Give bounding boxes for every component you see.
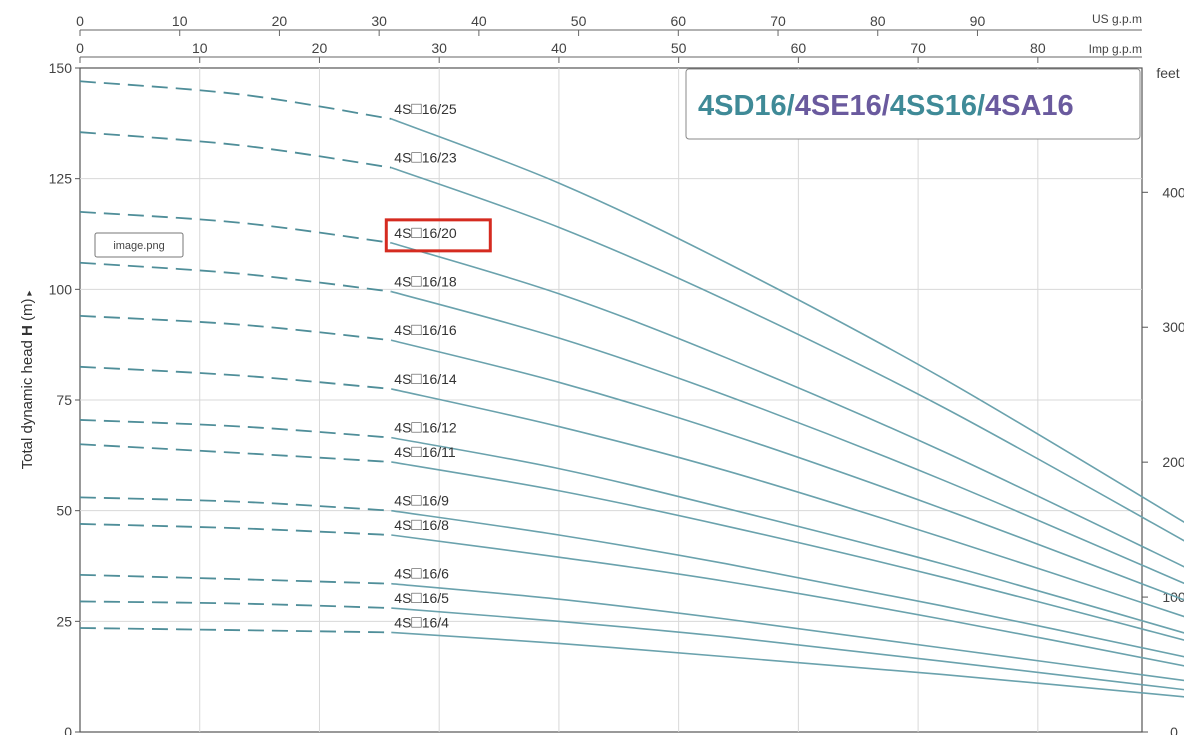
us-gpm-tick-label: 90 (970, 13, 986, 29)
us-gpm-tick-label: 50 (571, 13, 587, 29)
y-axis-title: Total dynamic head H (m) ▸ (19, 291, 36, 470)
feet-tick-label: 0 (1170, 724, 1178, 735)
feet-tick-label: 300 (1162, 319, 1184, 335)
series-label-16-6: 4S□16/6 (394, 564, 449, 583)
series-label-16-12: 4S□16/12 (394, 418, 457, 437)
series-label-16-25: 4S□16/25 (394, 99, 457, 118)
series-label-16-16: 4S□16/16 (394, 320, 457, 339)
y-tick-label: 50 (56, 503, 72, 519)
us-gpm-tick-label: 70 (770, 13, 786, 29)
image-label-text: image.png (113, 240, 164, 252)
imp-gpm-unit-label: Imp g.p.m (1089, 42, 1142, 56)
y-tick-label: 25 (56, 613, 72, 629)
imp-gpm-tick-label: 60 (791, 40, 807, 56)
us-gpm-tick-label: 60 (671, 13, 687, 29)
series-label-16-20: 4S□16/20 (394, 223, 457, 242)
series-label-16-4: 4S□16/4 (394, 612, 449, 631)
y-tick-label: 0 (64, 724, 72, 735)
us-gpm-tick-label: 80 (870, 13, 886, 29)
imp-gpm-tick-label: 80 (1030, 40, 1046, 56)
feet-tick-label: 200 (1162, 454, 1184, 470)
imp-gpm-tick-label: 50 (671, 40, 687, 56)
series-label-16-18: 4S□16/18 (394, 272, 457, 291)
imp-gpm-tick-label: 30 (431, 40, 447, 56)
us-gpm-tick-label: 40 (471, 13, 487, 29)
y-tick-label: 100 (49, 281, 73, 297)
us-gpm-tick-label: 10 (172, 13, 188, 29)
series-label-16-8: 4S□16/8 (394, 515, 449, 534)
us-gpm-tick-label: 20 (272, 13, 288, 29)
us-gpm-unit-label: US g.p.m (1092, 12, 1142, 26)
series-label-16-9: 4S□16/9 (394, 491, 449, 510)
imp-gpm-tick-label: 20 (312, 40, 328, 56)
y-tick-label: 125 (49, 171, 73, 187)
series-label-16-14: 4S□16/14 (394, 369, 457, 388)
us-gpm-tick-label: 0 (76, 13, 84, 29)
imp-gpm-tick-label: 70 (910, 40, 926, 56)
imp-gpm-tick-label: 0 (76, 40, 84, 56)
feet-tick-label: 400 (1162, 184, 1184, 200)
feet-tick-label: 100 (1162, 589, 1184, 605)
feet-unit-label: feet (1156, 65, 1179, 81)
imp-gpm-tick-label: 10 (192, 40, 208, 56)
series-label-16-5: 4S□16/5 (394, 588, 449, 607)
y-tick-label: 150 (49, 60, 73, 76)
chart-title: 4SD16/4SE16/4SS16/4SA16 (698, 90, 1074, 122)
series-label-16-23: 4S□16/23 (394, 148, 457, 167)
y-tick-label: 75 (56, 392, 72, 408)
series-label-16-11: 4S□16/11 (394, 442, 456, 461)
imp-gpm-tick-label: 40 (551, 40, 567, 56)
us-gpm-tick-label: 30 (371, 13, 387, 29)
